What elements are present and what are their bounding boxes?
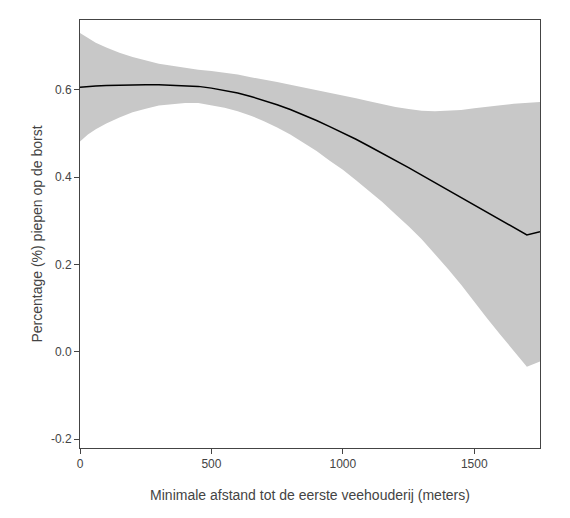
svg-text:Minimale afstand tot de eerste: Minimale afstand tot de eerste veehouder…: [150, 487, 470, 503]
svg-text:1000: 1000: [330, 457, 357, 471]
svg-text:-0.2: -0.2: [51, 432, 72, 446]
svg-text:500: 500: [201, 457, 221, 471]
svg-text:0.0: 0.0: [55, 345, 72, 359]
svg-text:0: 0: [77, 457, 84, 471]
svg-text:0.2: 0.2: [55, 258, 72, 272]
svg-text:Percentage (%) piepen op de bo: Percentage (%) piepen op de borst: [29, 125, 45, 342]
svg-text:0.4: 0.4: [55, 170, 72, 184]
svg-text:1500: 1500: [461, 457, 488, 471]
svg-text:0.6: 0.6: [55, 83, 72, 97]
